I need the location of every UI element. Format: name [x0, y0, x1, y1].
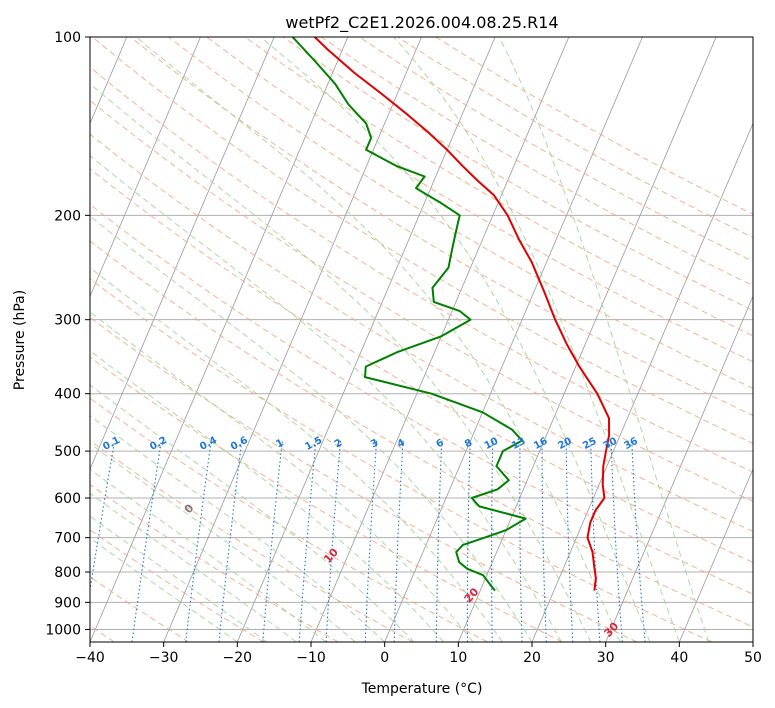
dry-adiabat-line [168, 37, 753, 389]
mixing-ratio-label: 6 [435, 437, 446, 450]
y-tick-label: 600 [54, 491, 81, 507]
mixing-ratio-label: 2 [333, 437, 344, 450]
y-tick-label: 900 [54, 595, 81, 611]
x-tick-label: −30 [149, 650, 179, 666]
moist-adiabat-line [90, 468, 327, 642]
isotherm-line [236, 37, 496, 642]
isotherm-line [163, 37, 422, 642]
moist-adiabat-line [90, 492, 297, 642]
moist-adiabat-line [90, 384, 415, 642]
dry-adiabat-line [90, 168, 753, 563]
profile-lines [291, 37, 611, 592]
plot-frame [89, 36, 754, 643]
x-tick-label: −40 [75, 650, 105, 666]
moist-adiabat-line [498, 37, 710, 642]
temperature-profile-line [314, 37, 611, 591]
moist-adiabat-line [90, 415, 386, 642]
mixing-ratio-label: 4 [396, 437, 407, 450]
x-tick-label: 10 [449, 650, 467, 666]
moist-adiabat-line [90, 155, 562, 642]
x-tick-label: 30 [597, 650, 615, 666]
moist-adiabat-line [90, 350, 444, 642]
dry-adiabat-line [244, 37, 753, 337]
dewpoint-profile-line [291, 37, 527, 592]
mixing-ratio-line [393, 440, 404, 642]
y-axis-label: Pressure (hPa) [12, 290, 28, 390]
mixing-ratio-line [590, 440, 601, 642]
mixing-ratio-line [185, 440, 212, 642]
mixing-ratio-line [90, 440, 116, 594]
mixing-ratio-line [541, 440, 547, 642]
mixing-ratio-line [298, 440, 317, 642]
x-tick-label: −20 [223, 650, 253, 666]
dry-adiabat-line [282, 37, 753, 312]
x-tick-label: 20 [523, 650, 541, 666]
isotherm-line [384, 37, 643, 642]
mixing-ratio-label: 1 [274, 437, 285, 450]
y-tick-label: 200 [54, 208, 81, 224]
dry-adiabat-line [90, 529, 264, 642]
y-tick-label: 400 [54, 387, 81, 403]
y-tick-label: 500 [54, 444, 81, 460]
mixing-ratio-line [435, 440, 443, 642]
background-lines [90, 37, 753, 642]
dry-adiabat-line [90, 99, 753, 502]
moist-adiabat-line [90, 515, 268, 642]
mixing-ratio-label: 8 [463, 437, 474, 450]
moist-adiabat-line [393, 37, 680, 642]
mixing-ratio-line [610, 440, 623, 642]
dry-adiabat-line [90, 240, 753, 628]
dry-adiabat-line [90, 316, 638, 642]
mixing-ratio-line [519, 440, 523, 642]
moist-adiabat-line [135, 37, 621, 642]
dry-adiabat-line [91, 37, 753, 445]
mixing-ratio-line [631, 440, 646, 642]
moist-adiabat-line [90, 215, 533, 642]
axis-ticks: −40 −30 −20 −10 0 10 20 30 40 50 100 200 300 400 500 60… [45, 30, 762, 666]
isotherm-line [678, 468, 753, 642]
y-tick-label: 800 [54, 565, 81, 581]
x-tick-label: 50 [744, 650, 762, 666]
mixing-ratio-line [364, 440, 378, 642]
y-tick-label: 300 [54, 313, 81, 329]
dry-adiabat-line [90, 356, 563, 642]
mixing-ratio-line [565, 440, 574, 642]
isotherm-line [90, 37, 275, 471]
mixing-ratio-line [218, 440, 243, 642]
mixing-ratio-label: 3 [369, 437, 380, 450]
y-tick-label: 1000 [45, 622, 81, 638]
isotherm-line [457, 37, 717, 642]
moist-adiabat-line [90, 537, 238, 642]
y-tick-label: 700 [54, 531, 81, 547]
isotherm-line [90, 37, 349, 642]
dry-adiabat-line [90, 203, 753, 595]
mixing-ratio-line [490, 440, 494, 642]
x-axis-label: Temperature (°C) [361, 681, 483, 697]
mixing-ratio-line [131, 440, 162, 642]
dry-adiabat-line [130, 37, 753, 417]
x-tick-label: −10 [296, 650, 326, 666]
chart-title: wetPf2_C2E1.2026.004.08.25.R14 [285, 13, 558, 33]
mixing-ratio-line [466, 440, 471, 642]
y-tick-label: 100 [54, 30, 81, 46]
x-tick-label: 40 [670, 650, 688, 666]
mixing-ratio-line [325, 440, 342, 642]
isotherm-line [605, 295, 753, 642]
x-tick-label: 0 [380, 650, 389, 666]
moist-adiabat-line [90, 311, 474, 642]
mixing-ratio-line [262, 440, 283, 642]
dry-adiabat-line [90, 483, 339, 642]
dry-adiabat-line [90, 278, 712, 642]
moist-adiabat-line [260, 37, 651, 642]
moist-adiabat-line [90, 267, 503, 642]
isotherm-line [90, 37, 201, 298]
